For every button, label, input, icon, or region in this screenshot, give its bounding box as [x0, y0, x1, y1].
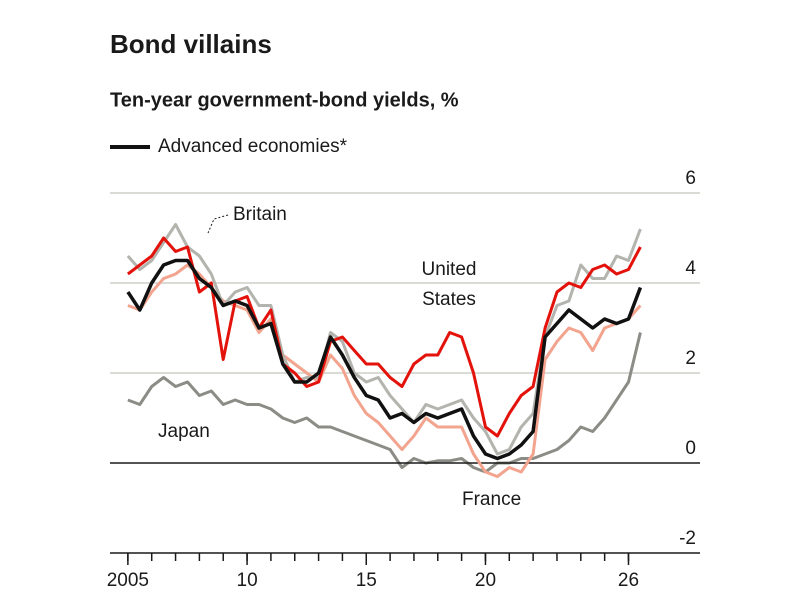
chart-title: Bond villains [110, 29, 272, 59]
y-tick-label: -2 [679, 528, 696, 549]
series-label: Britain [233, 204, 287, 225]
y-tick-label: 2 [685, 348, 696, 369]
label-leader [207, 214, 229, 234]
x-tick-label: 15 [356, 570, 377, 591]
y-tick-label: 6 [685, 168, 696, 189]
series-line [126, 258, 643, 461]
series-label: Japan [158, 421, 210, 442]
chart-subtitle: Ten-year government-bond yields, % [110, 89, 459, 111]
x-tick-label: 20 [475, 570, 496, 591]
series-line [126, 223, 642, 456]
series-label: United States [404, 255, 494, 315]
series-line [126, 236, 642, 438]
series-label: France [462, 489, 521, 510]
legend-label: Advanced economies* [158, 136, 348, 157]
x-tick-label: 2005 [107, 570, 149, 591]
series-line [127, 332, 642, 474]
y-tick-label: 4 [685, 258, 696, 279]
x-tick-label: 10 [237, 570, 258, 591]
x-tick-label: 26 [618, 570, 639, 591]
y-tick-label: 0 [685, 438, 696, 459]
